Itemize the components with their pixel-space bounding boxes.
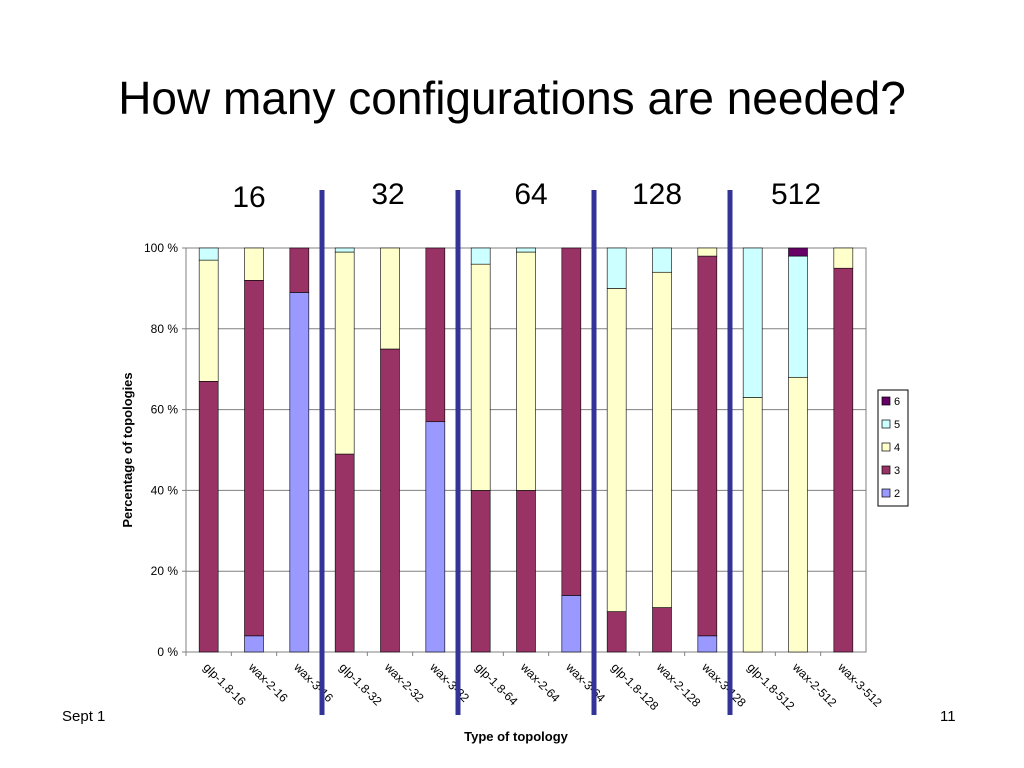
x-tick-label: wax-2-16 <box>245 660 291 706</box>
bar-segment <box>380 348 400 653</box>
legend-swatch <box>881 465 891 475</box>
bar-segment <box>652 247 672 273</box>
y-tick-label: 100 % <box>144 241 178 255</box>
bar-segment <box>334 247 355 253</box>
bar-segment <box>742 397 763 653</box>
bar-segment <box>516 247 536 253</box>
legend-swatch <box>881 396 891 406</box>
bar-segment <box>561 595 582 653</box>
bar-segment <box>516 490 536 653</box>
bar-segment <box>289 292 310 653</box>
x-tick-label: wax-3-128 <box>699 660 749 710</box>
bar-segment <box>516 251 536 491</box>
bar-segment <box>198 259 219 382</box>
bar-segment <box>470 263 491 491</box>
bar-segment <box>606 288 627 612</box>
x-tick-label: wax-3-16 <box>291 660 337 706</box>
x-tick-label: wax-3-512 <box>835 660 885 710</box>
bar-segment <box>742 247 763 398</box>
group-label: 128 <box>632 178 682 211</box>
slide-title: How many configurations are needed? <box>118 72 906 124</box>
x-tick-label: wax-3-64 <box>563 660 609 706</box>
bar-segment <box>425 421 446 653</box>
bar-segment <box>652 607 672 653</box>
bar-segment <box>788 255 808 378</box>
bar-segment <box>833 267 854 653</box>
bar-segment <box>561 247 582 596</box>
group-label: 512 <box>771 178 821 211</box>
x-axis-title: Type of topology <box>464 729 569 744</box>
x-tick-label: glp-1.8-64 <box>473 660 521 708</box>
bar-segment <box>697 255 718 637</box>
footer-date: Sept 1 <box>62 708 106 725</box>
y-tick-label: 0 % <box>157 645 178 659</box>
legend-swatch <box>881 419 891 429</box>
y-axis-title: Percentage of topologies <box>120 372 135 527</box>
x-tick-label: glp-1.8-16 <box>201 660 249 708</box>
legend-label: 3 <box>894 465 900 477</box>
legend-label: 2 <box>894 488 900 500</box>
legend-swatch <box>881 442 891 452</box>
bar-segment <box>198 381 219 653</box>
bar-segment <box>198 247 219 261</box>
bar-segment <box>244 247 264 281</box>
bar-segment <box>697 247 718 257</box>
bar-segment <box>470 247 491 265</box>
y-tick-label: 40 % <box>151 483 179 497</box>
y-tick-label: 20 % <box>151 564 179 578</box>
bar-segment <box>470 490 491 653</box>
group-label: 16 <box>232 181 265 214</box>
bar-segment <box>833 247 854 269</box>
legend-label: 5 <box>894 419 900 431</box>
x-tick-label: wax-2-32 <box>381 660 427 706</box>
legend-label: 6 <box>894 396 900 408</box>
bar-segment <box>788 247 808 257</box>
bar-segment <box>652 271 672 608</box>
bar-segment <box>334 251 355 455</box>
group-label: 64 <box>514 178 547 211</box>
x-tick-label: glp-1.8-128 <box>609 660 662 713</box>
x-tick-label: glp-1.8-32 <box>337 660 385 708</box>
x-tick-label: wax-2-64 <box>517 660 563 706</box>
bar-segment <box>289 247 310 293</box>
bar-segment <box>380 247 400 350</box>
bar-segment <box>697 635 718 653</box>
bar-segment <box>788 376 808 653</box>
bar-segment <box>425 247 446 423</box>
bar-segment <box>606 247 627 289</box>
legend-swatch <box>881 488 891 498</box>
bar-segment <box>244 635 264 653</box>
x-tick-label: wax-3-32 <box>427 660 473 706</box>
y-tick-label: 80 % <box>151 322 179 336</box>
legend-label: 4 <box>894 442 900 454</box>
x-tick-label: glp-1.8-512 <box>745 660 798 713</box>
bar-segment <box>334 453 355 653</box>
page-number: 11 <box>940 708 956 725</box>
bar-segment <box>606 611 627 653</box>
bar-segment <box>244 280 264 637</box>
y-tick-label: 60 % <box>151 403 179 417</box>
group-label: 32 <box>371 178 404 211</box>
